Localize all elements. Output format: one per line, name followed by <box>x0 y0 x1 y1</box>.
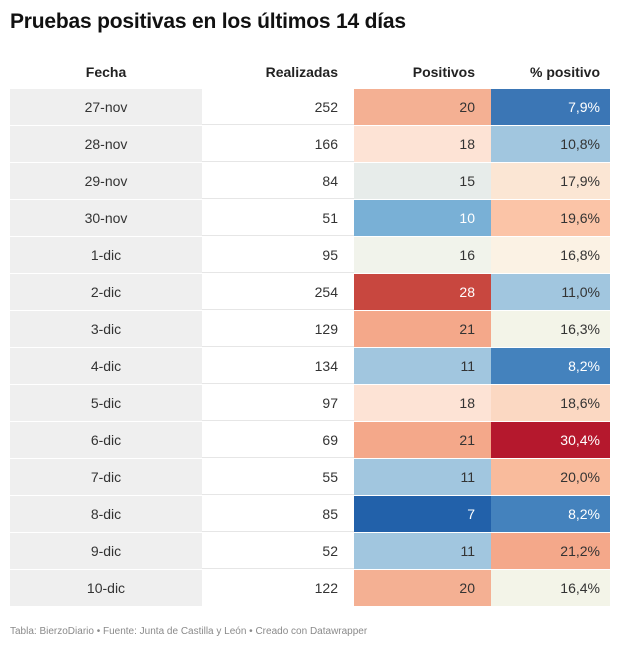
cell-pct-positivo: 16,8% <box>491 237 610 273</box>
cell-positivos: 18 <box>354 126 491 162</box>
chart-title: Pruebas positivas en los últimos 14 días <box>10 10 406 33</box>
cell-positivos: 11 <box>354 459 491 495</box>
cell-realizadas: 84 <box>202 163 354 199</box>
cell-realizadas: 122 <box>314 580 338 596</box>
cell-fecha: 28-nov <box>10 126 202 162</box>
cell-pct-positivo: 18,6% <box>491 385 610 421</box>
cell-realizadas: 134 <box>202 348 354 384</box>
cell-realizadas: 69 <box>202 422 354 458</box>
cell-positivos: 28 <box>354 274 491 310</box>
cell-positivos: 20 <box>354 570 491 606</box>
cell-realizadas: 166 <box>202 126 354 162</box>
table-header: Fecha Realizadas Positivos % positivo <box>10 55 610 89</box>
table-row: 7-dic 55 11 20,0% <box>10 459 610 496</box>
cell-fecha: 4-dic <box>10 348 202 384</box>
cell-fecha: 5-dic <box>10 385 202 421</box>
cell-positivos: 20 <box>354 89 491 125</box>
cell-pct-positivo: 16,3% <box>491 311 610 347</box>
header-realizadas[interactable]: Realizadas <box>265 64 338 80</box>
cell-realizadas: 55 <box>202 459 354 495</box>
cell-fecha: 2-dic <box>10 274 202 310</box>
cell-fecha: 30-nov <box>10 200 202 236</box>
cell-fecha: 8-dic <box>10 496 202 532</box>
cell-fecha: 6-dic <box>10 422 202 458</box>
cell-pct-positivo: 20,0% <box>491 459 610 495</box>
table-row: 6-dic 69 21 30,4% <box>10 422 610 459</box>
cell-fecha: 29-nov <box>10 163 202 199</box>
data-table: Fecha Realizadas Positivos % positivo 27… <box>10 55 610 607</box>
table-row: 4-dic 134 11 8,2% <box>10 348 610 385</box>
cell-realizadas: 97 <box>202 385 354 421</box>
table-row: 10-dic 122 20 16,4% <box>10 570 610 607</box>
table-row: 30-nov 51 10 19,6% <box>10 200 610 237</box>
cell-fecha: 3-dic <box>10 311 202 347</box>
header-positivos[interactable]: Positivos <box>412 64 475 80</box>
cell-positivos: 11 <box>354 533 491 569</box>
table-row: 9-dic 52 11 21,2% <box>10 533 610 570</box>
cell-pct-positivo: 19,6% <box>491 200 610 236</box>
cell-fecha: 7-dic <box>10 459 202 495</box>
source-footer: Tabla: BierzoDiario • Fuente: Junta de C… <box>10 626 368 637</box>
cell-fecha: 9-dic <box>10 533 202 569</box>
cell-pct-positivo: 8,2% <box>491 348 610 384</box>
cell-positivos: 18 <box>354 385 491 421</box>
table-row: 27-nov 252 20 7,9% <box>10 89 610 126</box>
cell-realizadas: 129 <box>202 311 354 347</box>
cell-positivos: 10 <box>354 200 491 236</box>
cell-realizadas: 52 <box>202 533 354 569</box>
cell-positivos: 16 <box>354 237 491 273</box>
table-row: 28-nov 166 18 10,8% <box>10 126 610 163</box>
table-row: 8-dic 85 7 8,2% <box>10 496 610 533</box>
cell-realizadas: 254 <box>202 274 354 310</box>
cell-positivos: 11 <box>354 348 491 384</box>
cell-pct-positivo: 10,8% <box>491 126 610 162</box>
cell-pct-positivo: 7,9% <box>491 89 610 125</box>
cell-realizadas: 252 <box>202 89 354 125</box>
cell-positivos: 21 <box>354 422 491 458</box>
header-fecha[interactable]: Fecha <box>85 64 127 80</box>
cell-pct-positivo: 21,2% <box>491 533 610 569</box>
cell-fecha: 1-dic <box>10 237 202 273</box>
cell-realizadas: 85 <box>202 496 354 532</box>
table-row: 3-dic 129 21 16,3% <box>10 311 610 348</box>
cell-fecha: 27-nov <box>10 89 202 125</box>
table-row: 1-dic 95 16 16,8% <box>10 237 610 274</box>
cell-pct-positivo: 30,4% <box>491 422 610 458</box>
cell-pct-positivo: 8,2% <box>491 496 610 532</box>
table-row: 2-dic 254 28 11,0% <box>10 274 610 311</box>
cell-realizadas: 95 <box>202 237 354 273</box>
cell-positivos: 7 <box>354 496 491 532</box>
cell-pct-positivo: 17,9% <box>491 163 610 199</box>
cell-positivos: 21 <box>354 311 491 347</box>
table-row: 29-nov 84 15 17,9% <box>10 163 610 200</box>
cell-pct-positivo: 16,4% <box>491 570 610 606</box>
cell-realizadas: 51 <box>202 200 354 236</box>
table-row: 5-dic 97 18 18,6% <box>10 385 610 422</box>
cell-positivos: 15 <box>354 163 491 199</box>
cell-pct-positivo: 11,0% <box>491 274 610 310</box>
cell-fecha: 10-dic <box>10 570 202 606</box>
table-body: 27-nov 252 20 7,9% 28-nov 166 18 10,8% 29-nov 84 1… <box>10 89 610 607</box>
header-pct-positivo[interactable]: % positivo <box>529 64 600 80</box>
